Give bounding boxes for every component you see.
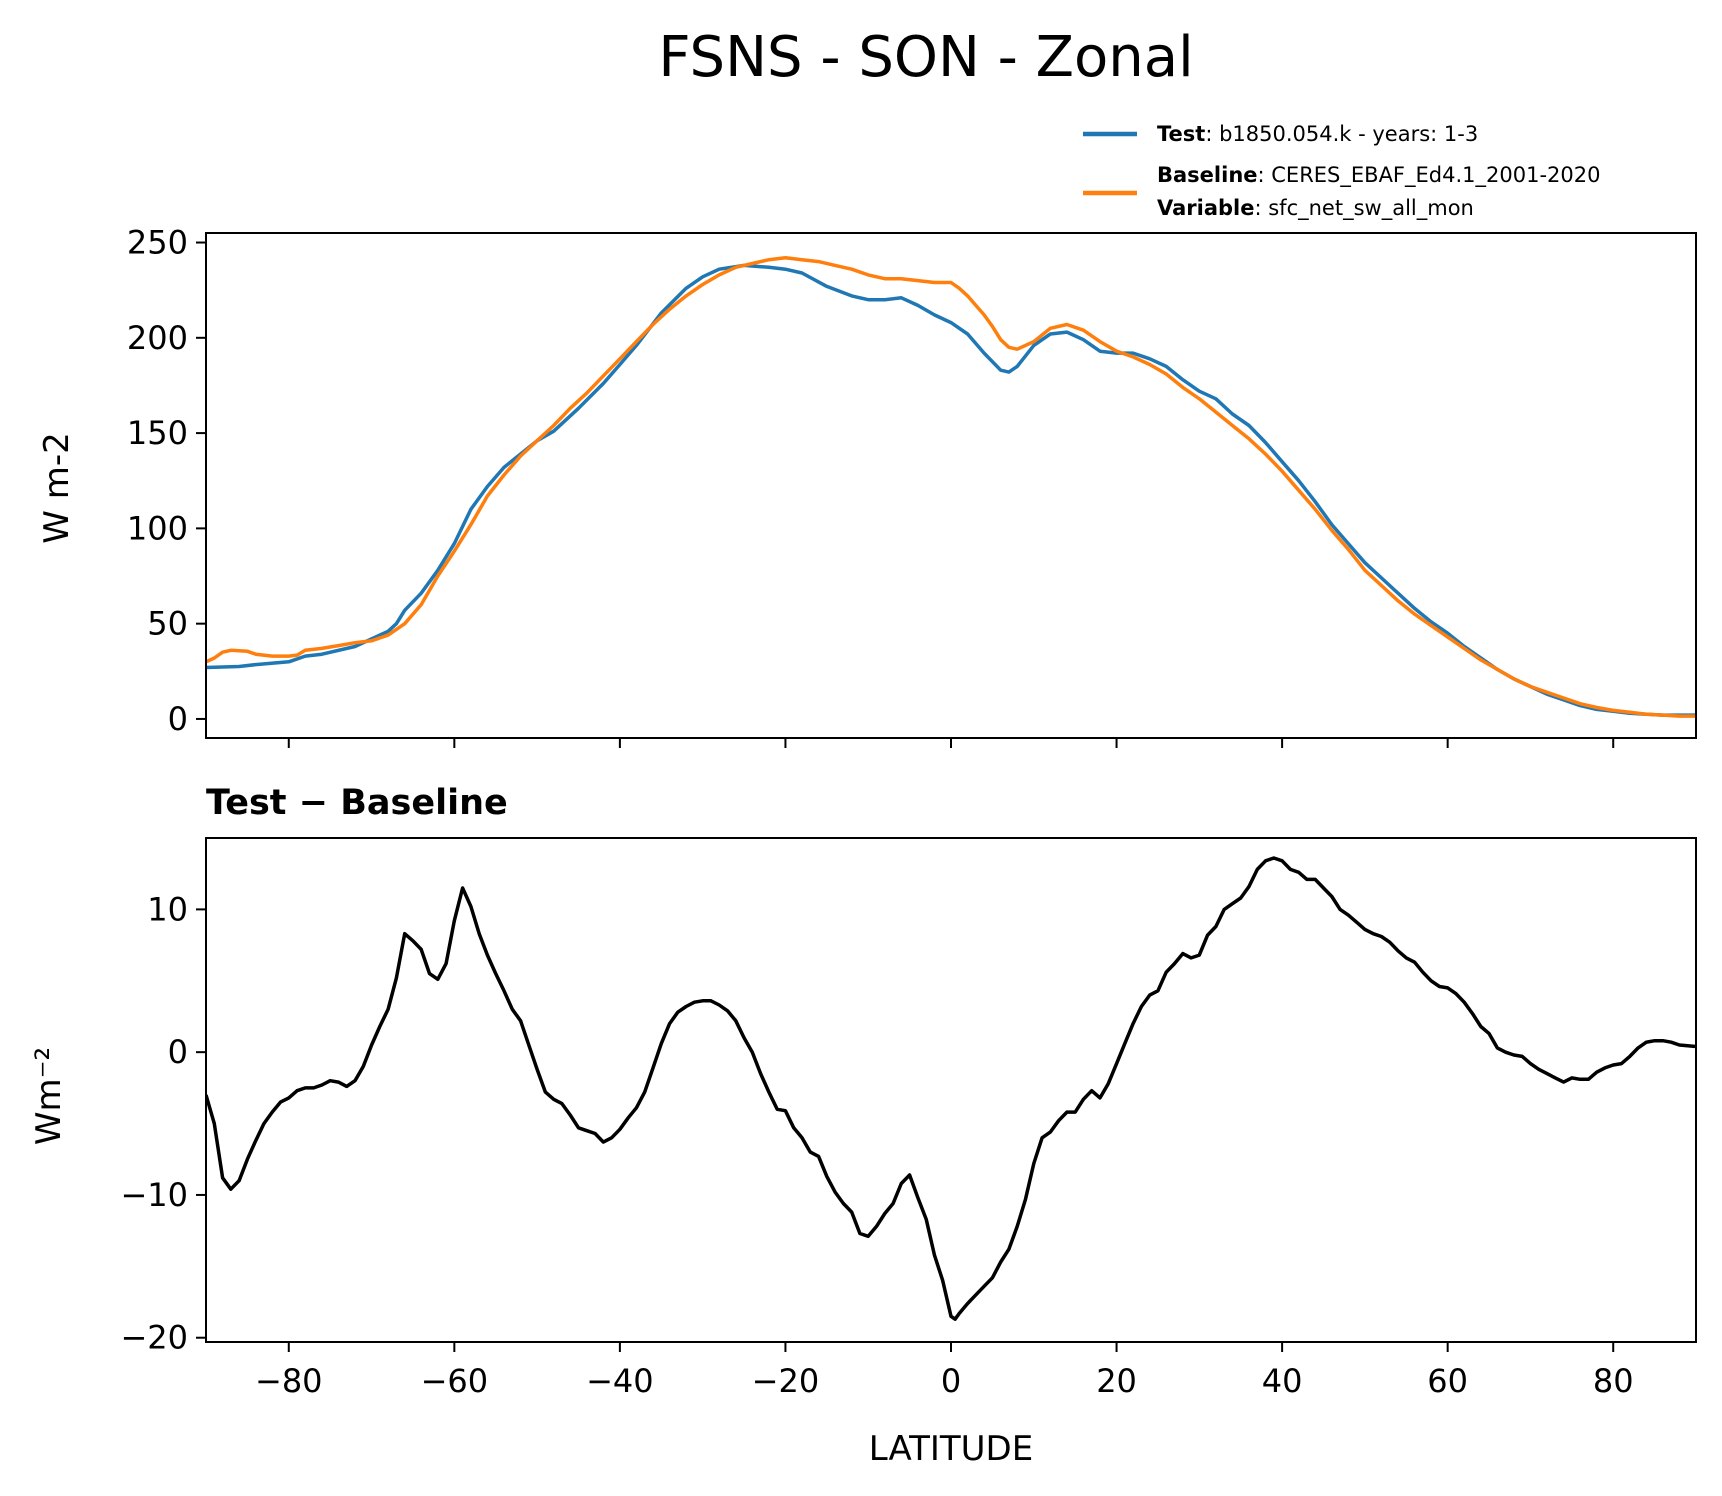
top-panel: W m-2 0 50 100 150 200 250 <box>37 224 1697 748</box>
x-tick-label: −40 <box>586 1362 654 1400</box>
legend: Test: b1850.054.k - years: 1-3 Baseline:… <box>1083 122 1600 221</box>
x-tick-label: 20 <box>1096 1362 1137 1400</box>
top-y-tick-label: 200 <box>127 319 188 357</box>
top-ticks: 0 50 100 150 200 250 <box>127 224 1615 748</box>
bottom-y-tick-label: −10 <box>120 1176 188 1214</box>
top-y-tick-label: 50 <box>147 605 188 643</box>
top-y-tick-label: 100 <box>127 509 188 547</box>
x-axis-label: LATITUDE <box>869 1429 1033 1469</box>
legend-baseline-label: Baseline: CERES_EBAF_Ed4.1_2001-2020 <box>1157 163 1600 188</box>
bottom-plot-frame <box>205 837 1697 1343</box>
x-tick-label: 80 <box>1593 1362 1634 1400</box>
bottom-ticks: −20 −10 0 10 −80 −60 −40 −20 0 20 40 60 80 <box>120 890 1633 1400</box>
x-tick-label: 0 <box>941 1362 961 1400</box>
bottom-panel-title: Test − Baseline <box>206 783 508 823</box>
top-y-axis-label: W m-2 <box>37 432 77 543</box>
bottom-y-tick-label: 0 <box>168 1033 188 1071</box>
x-tick-label: −60 <box>421 1362 489 1400</box>
bottom-series-test-baseline <box>206 856 1696 1321</box>
bottom-y-tick-label: −20 <box>120 1319 188 1357</box>
top-y-tick-label: 250 <box>127 224 188 262</box>
bottom-y-tick-label: 10 <box>147 890 188 928</box>
x-tick-label: −80 <box>255 1362 323 1400</box>
top-series <box>206 256 1696 718</box>
x-tick-label: 60 <box>1427 1362 1468 1400</box>
top-y-tick-label: 150 <box>127 414 188 452</box>
x-tick-label: 40 <box>1262 1362 1303 1400</box>
figure-title: FSNS - SON - Zonal <box>658 25 1193 90</box>
legend-test-label: Test: b1850.054.k - years: 1-3 <box>1157 122 1478 146</box>
top-plot-frame <box>205 232 1697 739</box>
top-y-tick-label: 0 <box>168 700 188 738</box>
bottom-y-axis-label: Wm⁻² <box>29 1047 69 1145</box>
top-series-baseline <box>206 256 1696 718</box>
legend-variable-label: Variable: sfc_net_sw_all_mon <box>1157 196 1474 221</box>
x-tick-label: −20 <box>752 1362 820 1400</box>
bottom-series <box>206 856 1696 1321</box>
